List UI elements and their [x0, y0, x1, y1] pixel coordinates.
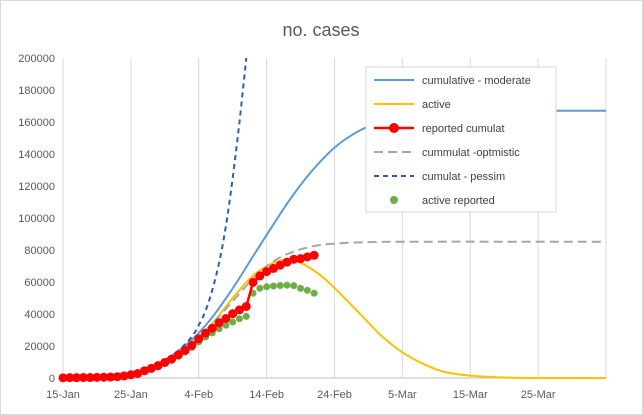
data-point-reported-cumulat [221, 313, 231, 323]
legend-label: cumulative - moderate [422, 75, 531, 87]
data-point-reported-cumulat [160, 357, 170, 367]
x-tick-label: 24-Feb [317, 389, 352, 401]
data-point-reported-cumulat [275, 260, 285, 270]
x-tick-label: 15-Jan [46, 389, 80, 401]
data-point-reported-cumulat [72, 373, 82, 383]
data-point-reported-cumulat [255, 271, 265, 281]
data-point-reported-cumulat [187, 340, 197, 350]
data-point-reported-cumulat [106, 372, 116, 382]
data-point-active-reported [215, 325, 223, 333]
data-point-reported-cumulat [78, 373, 88, 383]
data-point-reported-cumulat [262, 267, 272, 277]
data-point-reported-cumulat [296, 254, 306, 264]
data-point-reported-cumulat [112, 372, 122, 382]
data-point-active-reported [242, 312, 250, 320]
data-point-reported-cumulat [214, 318, 224, 328]
data-point-active-reported [235, 315, 243, 323]
x-tick-label: 5-Mar [388, 389, 417, 401]
legend-label: reported cumulat [422, 123, 505, 135]
y-axis-tick-labels: 0 20000 40000 60000 80000 100000 120000 140000 1… [18, 53, 55, 385]
data-point-reported-cumulat [146, 363, 156, 373]
data-point-reported-cumulat [201, 328, 211, 338]
y-tick-label: 120000 [18, 181, 55, 193]
legend-label: cummulat -optmistic [422, 147, 520, 159]
x-tick-label: 4-Feb [184, 389, 213, 401]
data-point-reported-cumulat [85, 373, 95, 383]
data-point-reported-cumulat [139, 366, 149, 376]
y-tick-label: 160000 [18, 117, 55, 129]
legend: cumulative - moderate active reported cumu… [365, 66, 557, 213]
series-layer [58, 58, 607, 383]
data-point-active-reported [269, 282, 277, 290]
legend-marker-reported-cumulat [389, 123, 399, 133]
data-point-reported-cumulat [309, 250, 319, 260]
data-point-reported-cumulat [234, 305, 244, 315]
y-tick-label: 0 [49, 373, 55, 385]
data-point-reported-cumulat [241, 301, 251, 311]
x-tick-label: 25-Mar [521, 389, 556, 401]
data-point-reported-cumulat [194, 334, 204, 344]
data-point-reported-cumulat [248, 277, 258, 287]
y-tick-label: 140000 [18, 149, 55, 161]
y-tick-label: 20000 [24, 341, 55, 353]
data-point-reported-cumulat [282, 257, 292, 267]
data-point-reported-cumulat [126, 370, 136, 380]
x-tick-label: 14-Feb [249, 389, 284, 401]
x-axis-tick-labels: 15-Jan 25-Jan 4-Feb 14-Feb 24-Feb 5-Mar 15-Mar… [46, 389, 556, 401]
chart-title: no. cases [282, 20, 359, 40]
data-point-reported-cumulat [302, 252, 312, 262]
y-tick-label: 40000 [24, 309, 55, 321]
y-tick-label: 180000 [18, 85, 55, 97]
legend-label: cumulat - pessim [422, 171, 505, 183]
legend-marker-active-reported [390, 196, 398, 204]
data-point-reported-cumulat [65, 373, 75, 383]
data-point-active-reported [310, 289, 318, 297]
data-point-reported-cumulat [180, 345, 190, 355]
data-point-reported-cumulat [207, 323, 217, 333]
data-point-active-reported [222, 321, 230, 329]
y-tick-label: 100000 [18, 213, 55, 225]
data-point-reported-cumulat [119, 371, 129, 381]
data-point-reported-cumulat [99, 372, 109, 382]
y-tick-label: 80000 [24, 245, 55, 257]
data-point-active-reported [276, 282, 284, 290]
data-point-active-reported [256, 284, 264, 292]
data-point-reported-cumulat [268, 263, 278, 273]
data-point-active-reported [229, 318, 237, 326]
data-point-active-reported [290, 282, 298, 290]
legend-box [365, 66, 557, 213]
legend-label: active [422, 99, 451, 111]
x-tick-label: 15-Mar [453, 389, 488, 401]
data-point-active-reported [283, 281, 291, 289]
data-point-reported-cumulat [92, 372, 102, 382]
y-tick-label: 200000 [18, 53, 55, 65]
x-tick-label: 25-Jan [114, 389, 148, 401]
data-point-reported-cumulat [228, 309, 238, 319]
legend-label: active reported [422, 195, 495, 207]
data-point-reported-cumulat [289, 254, 299, 264]
data-point-reported-cumulat [133, 369, 143, 379]
data-point-active-reported [263, 283, 271, 291]
data-point-active-reported [303, 286, 311, 294]
data-point-active-reported [297, 284, 305, 292]
data-point-reported-cumulat [153, 361, 163, 371]
data-point-reported-cumulat [173, 350, 183, 360]
data-point-reported-cumulat [58, 373, 68, 383]
y-tick-label: 60000 [24, 277, 55, 289]
data-point-reported-cumulat [167, 354, 177, 364]
